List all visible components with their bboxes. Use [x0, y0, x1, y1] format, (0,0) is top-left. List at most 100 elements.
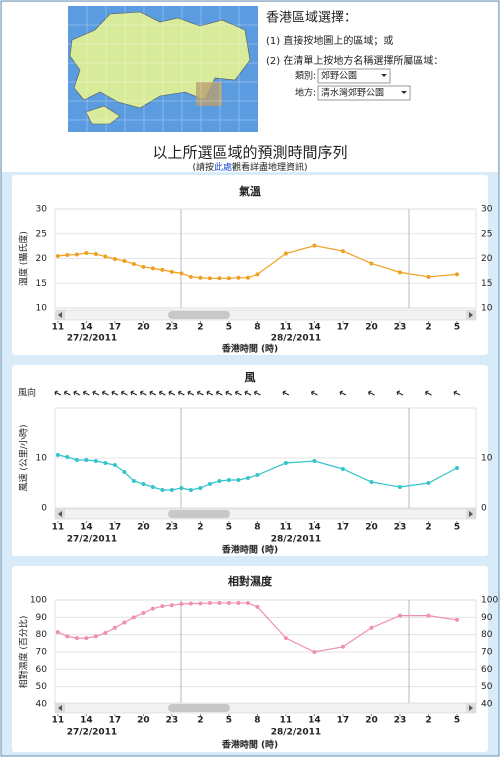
- x-tick-label: 5: [454, 323, 460, 333]
- y-tick-label: 30: [36, 205, 48, 215]
- data-point: [179, 486, 184, 490]
- wind-arrow: [396, 390, 404, 396]
- data-point: [283, 461, 288, 465]
- x-tick-label: 11: [52, 323, 65, 333]
- data-point: [426, 613, 431, 618]
- y-tick-label: 25: [481, 229, 492, 239]
- data-point: [131, 479, 136, 483]
- x-tick-label: 2: [197, 523, 203, 533]
- y-tick-label: 10: [481, 304, 493, 314]
- x-tick-label: 8: [254, 523, 260, 533]
- heading-title: 以上所選區域的預測時間序列: [152, 144, 347, 162]
- step-one: (1) 直接按地圖上的區域；或: [266, 34, 393, 47]
- x-tick-label: 11: [280, 523, 293, 533]
- data-point: [141, 264, 146, 269]
- data-point: [188, 274, 193, 279]
- scroll-thumb[interactable]: [168, 311, 230, 319]
- note-text: (請按: [192, 161, 214, 173]
- y-tick-label: 20: [481, 254, 493, 264]
- data-point: [397, 613, 402, 618]
- y-tick-label: 15: [481, 279, 492, 289]
- x-tick-label: 2: [425, 323, 431, 333]
- data-point: [160, 488, 165, 492]
- x-tick-label: 20: [137, 323, 150, 333]
- select-arrow: [381, 74, 387, 77]
- wind-arrow: [139, 390, 147, 396]
- scroll-left-arrow: [58, 511, 62, 517]
- data-point: [74, 458, 79, 462]
- y-tick-label: 100: [481, 596, 498, 606]
- category-value: 郊野公園: [321, 70, 357, 82]
- wind-arrow: [130, 390, 138, 396]
- data-point: [65, 455, 70, 459]
- data-point: [226, 276, 231, 281]
- wind-arrow: [244, 390, 252, 396]
- data-point: [198, 486, 203, 490]
- note-text: 觀看詳盡地理資訊): [232, 161, 308, 173]
- y-tick-label: 50: [36, 682, 48, 692]
- chart-title: 風: [245, 371, 256, 384]
- y-tick-label: 70: [36, 648, 48, 658]
- x-tick-label: 14: [308, 716, 321, 726]
- x-tick-label: 20: [137, 523, 150, 533]
- scroll-thumb[interactable]: [168, 704, 230, 712]
- wind-arrow: [253, 390, 261, 396]
- data-point: [150, 485, 155, 489]
- data-point: [340, 644, 345, 649]
- x-tick-label: 2: [425, 523, 431, 533]
- data-point: [122, 620, 127, 625]
- scroll-track: [54, 508, 477, 520]
- data-point: [179, 271, 184, 276]
- wind-arrow: [339, 390, 347, 396]
- data-point: [369, 625, 374, 630]
- y-tick-label: 10: [36, 304, 48, 314]
- place-select[interactable]: 清水灣郊野公園: [317, 85, 411, 101]
- data-point: [141, 482, 146, 486]
- data-point: [188, 601, 193, 606]
- x-tick-label: 11: [280, 716, 293, 726]
- x-tick-label: 14: [80, 323, 93, 333]
- x-tick-label: 23: [166, 716, 179, 726]
- data-point: [226, 600, 231, 605]
- scroll-right-arrow: [469, 705, 473, 711]
- data-point: [226, 478, 231, 482]
- x-tick-label: 5: [454, 716, 460, 726]
- step-two: (2) 在清單上按地方名稱選擇所屬區域：: [266, 54, 443, 67]
- scroll-thumb[interactable]: [168, 510, 230, 518]
- note-link[interactable]: 此處: [214, 161, 232, 173]
- data-point: [245, 600, 250, 605]
- category-select[interactable]: 郊野公園: [317, 68, 391, 84]
- y-tick-label: 10: [481, 454, 493, 464]
- data-point: [369, 261, 374, 266]
- direction-label: 風向: [18, 387, 36, 399]
- x-tick-label: 11: [280, 323, 293, 333]
- map[interactable]: [68, 6, 258, 132]
- date-label: 28/2/2011: [271, 535, 321, 545]
- y-tick-label: 60: [36, 665, 48, 675]
- data-point: [312, 243, 317, 248]
- map-grid: [68, 6, 258, 132]
- data-point: [65, 634, 70, 639]
- y-tick-label: 80: [36, 630, 48, 640]
- x-tick-label: 20: [365, 523, 378, 533]
- y-tick-label: 60: [481, 665, 493, 675]
- y-tick-label: 0: [481, 504, 487, 514]
- scroll-track: [54, 309, 477, 321]
- date-label: 28/2/2011: [271, 728, 321, 738]
- y-tick-label: 100: [30, 596, 47, 606]
- x-axis-label: 香港時間 (時): [221, 343, 278, 355]
- y-axis-label: 相對濕度 (百分比): [18, 616, 30, 689]
- y-tick-label: 70: [481, 648, 493, 658]
- data-point: [65, 253, 70, 258]
- wind-arrow: [120, 390, 128, 396]
- data-point: [188, 488, 193, 492]
- data-point: [74, 252, 79, 257]
- scroll-right-arrow: [469, 312, 473, 318]
- x-axis-label: 香港時間 (時): [221, 544, 278, 556]
- wind-arrow: [367, 390, 375, 396]
- date-label: 28/2/2011: [271, 334, 321, 344]
- data-point: [207, 482, 212, 486]
- data-point: [84, 251, 89, 256]
- x-tick-label: 11: [52, 716, 65, 726]
- scroll-left-arrow: [58, 705, 62, 711]
